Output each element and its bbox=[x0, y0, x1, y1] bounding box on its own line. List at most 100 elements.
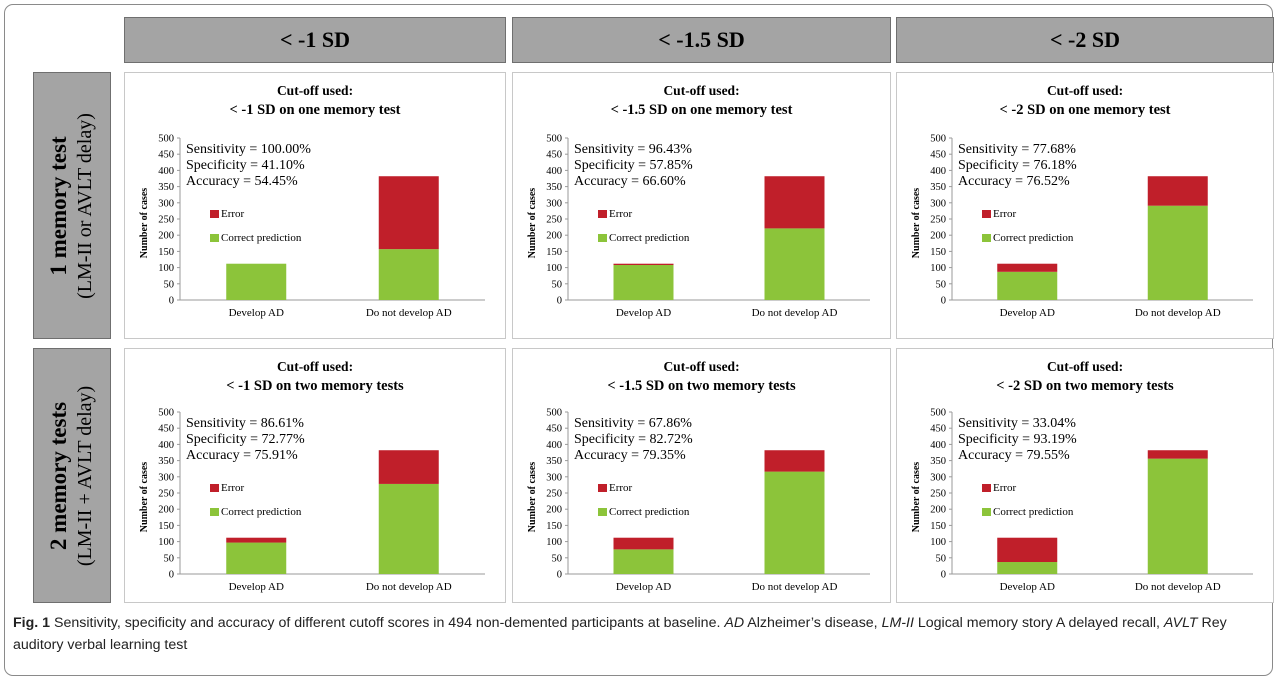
legend-label-error: Error bbox=[609, 208, 633, 220]
bar-correct-prediction bbox=[1147, 458, 1208, 574]
bar-error bbox=[226, 537, 287, 543]
y-tick-label: 100 bbox=[158, 537, 174, 548]
y-axis-label: Number of cases bbox=[911, 462, 922, 532]
bar-error bbox=[613, 537, 674, 550]
y-tick-label: 250 bbox=[158, 489, 174, 500]
chart-title-line2: < -2 SD on two memory tests bbox=[996, 378, 1174, 394]
stat-text: Sensitivity = 67.86% bbox=[574, 416, 692, 431]
y-tick-label: 50 bbox=[164, 553, 175, 564]
y-tick-label: 100 bbox=[546, 537, 562, 548]
legend-label-error: Error bbox=[993, 208, 1017, 220]
caption-abbr-def: Logical memory story A delayed recall, bbox=[917, 615, 1160, 631]
x-category-label: Do not develop AD bbox=[366, 307, 452, 319]
stat-text: Specificity = 41.10% bbox=[186, 158, 305, 173]
y-tick-label: 0 bbox=[557, 570, 562, 581]
y-tick-label: 350 bbox=[546, 456, 562, 467]
figure-caption: Fig. 1 Sensitivity, specificity and accu… bbox=[13, 612, 1263, 656]
y-tick-label: 150 bbox=[158, 521, 174, 532]
column-header-1sd: < -1 SD bbox=[124, 17, 506, 63]
x-category-label: Develop AD bbox=[616, 307, 671, 319]
legend-swatch-error bbox=[210, 484, 219, 492]
y-tick-label: 350 bbox=[930, 456, 946, 467]
y-tick-label: 500 bbox=[158, 134, 174, 145]
y-tick-label: 150 bbox=[930, 521, 946, 532]
x-category-label: Do not develop AD bbox=[752, 307, 838, 319]
bar-correct-prediction bbox=[378, 249, 439, 300]
y-tick-label: 350 bbox=[158, 456, 174, 467]
stat-text: Accuracy = 79.55% bbox=[958, 448, 1070, 463]
stat-text: Accuracy = 79.35% bbox=[574, 448, 686, 463]
chart-title-line2: < -1.5 SD on one memory test bbox=[611, 102, 793, 118]
legend-swatch-error bbox=[598, 210, 607, 218]
chart-svg: Cut-off used: < -2 SD on two memory tests… bbox=[911, 359, 1253, 593]
caption-fig-label: Fig. 1 bbox=[13, 615, 51, 631]
chart-svg: Cut-off used: < -1 SD on two memory tests… bbox=[139, 359, 485, 593]
stat-text: Sensitivity = 96.43% bbox=[574, 142, 692, 157]
legend-swatch-error bbox=[210, 210, 219, 218]
chart-panel-one-test-2sd: Cut-off used: < -2 SD on one memory test 0… bbox=[896, 72, 1274, 339]
y-tick-label: 150 bbox=[546, 521, 562, 532]
stat-text: Specificity = 72.77% bbox=[186, 432, 305, 447]
y-tick-label: 50 bbox=[936, 553, 947, 564]
y-tick-label: 200 bbox=[546, 505, 562, 516]
y-tick-label: 500 bbox=[546, 408, 562, 419]
bar-correct-prediction bbox=[226, 542, 287, 574]
row-header-title: 2 memory tests bbox=[46, 401, 71, 550]
row-header-subtitle: (LM-II or AVLT delay) bbox=[74, 112, 96, 299]
y-tick-label: 500 bbox=[930, 134, 946, 145]
y-tick-label: 400 bbox=[930, 166, 946, 177]
bar-error bbox=[997, 537, 1058, 563]
y-tick-label: 350 bbox=[546, 182, 562, 193]
legend-swatch-correct bbox=[598, 234, 607, 242]
x-category-label: Develop AD bbox=[1000, 307, 1055, 319]
bar-error bbox=[997, 263, 1058, 272]
column-header-2sd: < -2 SD bbox=[896, 17, 1274, 63]
chart-title-line1: Cut-off used: bbox=[663, 359, 739, 374]
legend-label-error: Error bbox=[221, 482, 245, 494]
y-tick-label: 450 bbox=[158, 150, 174, 161]
chart-panel-two-tests-1-5sd: Cut-off used: < -1.5 SD on two memory tes… bbox=[512, 348, 891, 603]
y-tick-label: 350 bbox=[930, 182, 946, 193]
x-category-label: Develop AD bbox=[1000, 581, 1055, 593]
stat-text: Accuracy = 75.91% bbox=[186, 448, 298, 463]
legend-label-error: Error bbox=[221, 208, 245, 220]
legend-swatch-correct bbox=[598, 508, 607, 516]
y-axis-label: Number of cases bbox=[527, 188, 538, 258]
chart-title-line2: < -1.5 SD on two memory tests bbox=[607, 378, 796, 394]
y-tick-label: 400 bbox=[158, 440, 174, 451]
row-header-title: 1 memory test bbox=[46, 135, 71, 276]
y-tick-label: 200 bbox=[930, 505, 946, 516]
stat-text: Sensitivity = 33.04% bbox=[958, 416, 1076, 431]
y-tick-label: 400 bbox=[158, 166, 174, 177]
y-tick-label: 450 bbox=[546, 150, 562, 161]
y-tick-label: 400 bbox=[930, 440, 946, 451]
y-tick-label: 200 bbox=[158, 505, 174, 516]
legend-swatch-correct bbox=[982, 508, 991, 516]
y-tick-label: 0 bbox=[941, 296, 946, 307]
caption-abbr-def: Rey auditory verbal learning test bbox=[13, 615, 1227, 653]
row-header-subtitle: (LM-II + AVLT delay) bbox=[74, 385, 96, 566]
y-axis-label: Number of cases bbox=[527, 462, 538, 532]
caption-abbr-term: AD bbox=[724, 615, 745, 631]
bar-error bbox=[613, 263, 674, 266]
bar-correct-prediction bbox=[613, 549, 674, 574]
bar-correct-prediction bbox=[997, 271, 1058, 300]
legend-label-error: Error bbox=[993, 482, 1017, 494]
stat-text: Accuracy = 54.45% bbox=[186, 174, 298, 189]
legend-swatch-correct bbox=[210, 234, 219, 242]
chart-svg: Cut-off used: < -1 SD on one memory test 0… bbox=[139, 83, 485, 319]
y-tick-label: 100 bbox=[930, 537, 946, 548]
caption-abbr-def: Alzheimer’s disease, bbox=[747, 615, 878, 631]
legend-swatch-correct bbox=[210, 508, 219, 516]
y-tick-label: 300 bbox=[930, 472, 946, 483]
y-tick-label: 500 bbox=[930, 408, 946, 419]
y-tick-label: 450 bbox=[546, 424, 562, 435]
y-tick-label: 100 bbox=[930, 263, 946, 274]
row-header-one-test: 1 memory test (LM-II or AVLT delay) bbox=[33, 72, 111, 339]
bar-correct-prediction bbox=[1147, 205, 1208, 300]
legend-swatch-error bbox=[598, 484, 607, 492]
x-category-label: Do not develop AD bbox=[366, 581, 452, 593]
y-tick-label: 250 bbox=[930, 489, 946, 500]
chart-title-line1: Cut-off used: bbox=[663, 83, 739, 98]
bar-error bbox=[378, 176, 439, 250]
